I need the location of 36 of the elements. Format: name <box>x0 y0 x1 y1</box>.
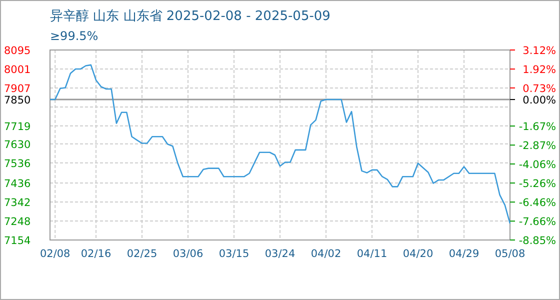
y2-tick-label: 3.12% <box>522 45 556 57</box>
y2-tick-label: -4.06% <box>518 158 556 171</box>
y-tick-label: 7630 <box>4 138 31 151</box>
y-tick-label: 8095 <box>4 45 31 57</box>
y2-tick-label: -2.87% <box>518 140 556 152</box>
x-tick-label: 04/02 <box>310 248 342 260</box>
chart-title: 异辛醇 山东 山东省 2025-02-08 - 2025-05-09 <box>50 9 330 24</box>
x-tick-label: 02/25 <box>126 248 158 260</box>
x-tick-label: 05/08 <box>494 248 526 260</box>
y-tick-label: 7719 <box>4 120 31 133</box>
y-tick-label: 7154 <box>4 235 32 247</box>
chart-subtitle: ≥99.5% <box>50 29 98 43</box>
line-series <box>49 64 511 224</box>
x-tick-label: 02/16 <box>80 248 112 260</box>
x-tick-label: 04/20 <box>402 248 434 260</box>
x-tick-label: 04/29 <box>448 248 480 260</box>
y2-tick-label: 1.92% <box>522 64 556 76</box>
y-tick-label: 7436 <box>4 178 32 190</box>
y2-tick-label: -6.46% <box>518 197 556 210</box>
y-tick-label: 7850 <box>4 94 31 106</box>
y2-tick-label: -7.66% <box>518 216 556 228</box>
y2-tick-label: 0.00% <box>522 94 556 107</box>
y-tick-label: 7342 <box>4 197 31 210</box>
x-tick-label: 03/06 <box>172 248 204 260</box>
y-tick-label: 8001 <box>4 64 31 76</box>
y2-tick-label: -1.67% <box>518 121 556 134</box>
y-tick-label: 7248 <box>4 216 31 228</box>
x-tick-label: 02/08 <box>40 248 70 260</box>
y2-tick-label: -8.85% <box>518 235 556 247</box>
x-tick-label: 04/11 <box>356 248 388 260</box>
y2-tick-label: 0.73% <box>522 82 556 95</box>
y2-tick-label: -5.26% <box>518 178 556 190</box>
x-tick-label: 03/15 <box>218 248 250 260</box>
x-tick-label: 03/24 <box>264 248 296 260</box>
y-tick-label: 7907 <box>4 82 31 95</box>
y-tick-label: 7536 <box>4 158 32 170</box>
